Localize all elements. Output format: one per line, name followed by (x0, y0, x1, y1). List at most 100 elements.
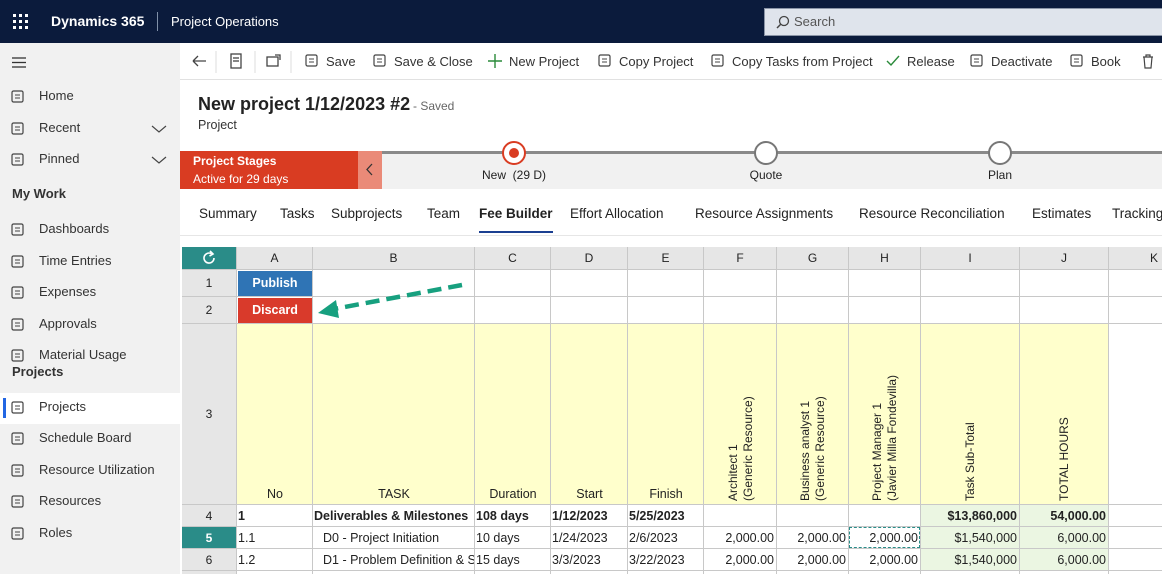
command[interactable]: Release (907, 54, 955, 69)
tab[interactable]: Summary (199, 206, 257, 221)
command[interactable]: Book (1091, 54, 1121, 69)
column-header: E (628, 247, 704, 270)
command[interactable]: Save & Close (394, 54, 473, 69)
nav-item[interactable]: Material Usage (39, 347, 127, 362)
command-nav-icons[interactable] (180, 43, 300, 80)
cell (628, 549, 704, 571)
cell-value[interactable]: $13,860,000 (947, 509, 1017, 523)
cell (849, 324, 921, 505)
stage-collapse[interactable] (358, 151, 382, 189)
cell-value[interactable]: 1/24/2023 (552, 531, 608, 545)
command[interactable]: Copy Tasks from Project (732, 54, 873, 69)
brand[interactable]: Dynamics 365 (51, 13, 145, 29)
cell-value[interactable]: D0 - Project Initiation (323, 531, 440, 545)
cell-value[interactable]: $1,540,000 (954, 553, 1017, 567)
search-box[interactable] (764, 8, 1162, 36)
cell-value[interactable]: 1 (238, 509, 245, 523)
nav-item[interactable]: Resources (39, 493, 102, 508)
nav-item[interactable]: Projects (39, 398, 86, 414)
cell-value[interactable]: 2,000.00 (725, 531, 774, 545)
cell (921, 505, 1020, 527)
tab[interactable]: Resource Assignments (695, 206, 834, 221)
row-header: 5 (182, 527, 237, 549)
tab[interactable]: Effort Allocation (570, 206, 664, 221)
nav-item[interactable]: Expenses (39, 284, 97, 299)
cell-value[interactable]: 3/3/2023 (552, 553, 601, 567)
cell-value[interactable]: 2,000.00 (797, 553, 846, 567)
stage-node[interactable] (754, 141, 778, 165)
tab[interactable]: Fee Builder (479, 206, 553, 221)
column-header: K (1109, 247, 1162, 270)
command[interactable]: Deactivate (991, 54, 1053, 69)
cell-value[interactable]: 54,000.00 (1050, 509, 1106, 523)
column-label: Duration (489, 487, 537, 501)
stage-label[interactable]: Plan (987, 168, 1013, 182)
nav-item[interactable]: Time Entries (39, 252, 112, 268)
cell (777, 571, 849, 574)
cell-value[interactable]: 108 days (476, 509, 529, 523)
command[interactable]: Copy Project (619, 54, 694, 69)
nav-item[interactable]: Roles (39, 524, 73, 540)
cell (849, 527, 921, 549)
cell-value[interactable]: D1 - Problem Definition & Scope (323, 553, 474, 567)
cell-value[interactable]: 2,000.00 (869, 553, 918, 567)
arrow-line (333, 282, 463, 312)
nav-item[interactable]: Dashboards (39, 221, 110, 236)
hamburger[interactable] (12, 57, 26, 68)
nav-item[interactable]: Approvals (39, 315, 97, 331)
cell-value[interactable]: $1,540,000 (954, 531, 1017, 545)
tab[interactable]: Subprojects (331, 206, 403, 221)
tab[interactable]: Estimates (1032, 206, 1092, 221)
cell-value[interactable]: 2,000.00 (869, 531, 918, 545)
cell-value[interactable]: 2/6/2023 (629, 531, 678, 545)
tab[interactable]: Tasks (280, 206, 315, 221)
cell (777, 527, 849, 549)
nav-item[interactable]: Home (39, 88, 74, 103)
cell-value[interactable]: Deliverables & Milestones (314, 509, 469, 523)
cell-value[interactable]: 10 days (476, 531, 520, 545)
cell (313, 505, 475, 527)
column-header: I (921, 247, 1020, 270)
cell (704, 571, 777, 574)
cell (551, 549, 628, 571)
cell-value[interactable]: 6,000.00 (1057, 553, 1106, 567)
command-icon (1070, 54, 1083, 67)
cell-value[interactable]: 1.2 (238, 553, 256, 567)
tab[interactable]: Tracking (1112, 206, 1162, 221)
cell (313, 324, 475, 505)
cell-value[interactable]: 15 days (476, 553, 520, 567)
sheet-corner[interactable] (182, 247, 237, 270)
arrow-head (318, 300, 339, 318)
cell-value[interactable]: 1.1 (238, 531, 256, 545)
cell-value[interactable]: 1/12/2023 (552, 509, 608, 523)
cell-value[interactable]: 5/25/2023 (629, 509, 685, 523)
tab[interactable]: Resource Reconciliation (859, 206, 1005, 221)
command[interactable]: New Project (509, 54, 580, 69)
nav-item[interactable]: Pinned (39, 151, 80, 166)
sheet-button[interactable]: Discard (238, 298, 312, 323)
cell-value[interactable]: 6,000.00 (1057, 531, 1106, 545)
nav-item[interactable]: Schedule Board (39, 430, 132, 445)
sheet-button[interactable]: Publish (238, 271, 312, 296)
stage-node[interactable] (988, 141, 1012, 165)
nav-item[interactable]: Resource Utilization (39, 461, 155, 477)
command[interactable]: Save (326, 54, 356, 69)
stage-label[interactable]: New (29 D) (481, 168, 546, 182)
stage-label[interactable]: Quote (749, 168, 783, 182)
cell (551, 505, 628, 527)
cell-value[interactable]: 2,000.00 (725, 553, 774, 567)
tab[interactable]: Team (427, 206, 461, 221)
cell-value[interactable]: 2,000.00 (797, 531, 846, 545)
nav-indicator (3, 397, 6, 418)
cell-value[interactable]: 3/22/2023 (629, 553, 685, 567)
command-icon (488, 54, 502, 68)
cell (1020, 324, 1109, 505)
cell (849, 270, 921, 297)
command-bar (180, 43, 1162, 80)
nav-icon (11, 432, 24, 445)
waffle-icon[interactable] (13, 14, 29, 30)
stage-box[interactable] (180, 151, 358, 189)
nav-item[interactable]: Recent (39, 119, 81, 135)
command-icon (305, 54, 318, 67)
